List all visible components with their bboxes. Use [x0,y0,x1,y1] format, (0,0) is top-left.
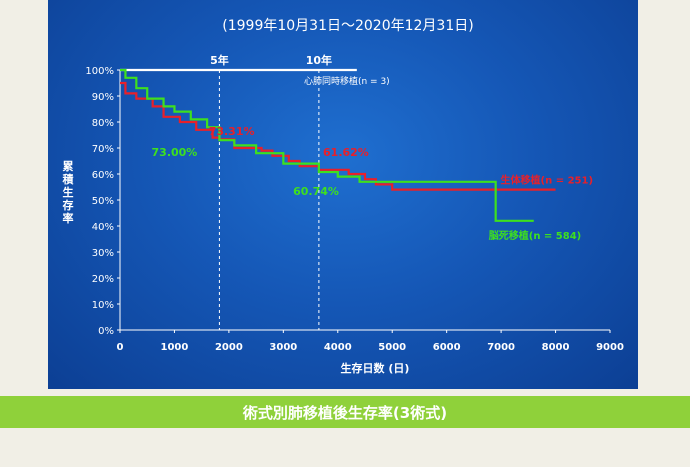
x-tick-label: 8000 [542,342,570,353]
caption-bar: 術式別肺移植後生存率(3術式) [0,396,690,428]
y-axis-label: 累積生存率 [62,160,75,225]
annotation-label: 73.00% [152,146,198,159]
y-tick-label: 40% [92,222,114,233]
bottom-strip [0,428,690,467]
reference-line-label: 5年 [210,53,229,67]
series-layer [120,68,556,222]
y-tick-label: 70% [92,144,114,155]
y-axis-label-char: 積 [62,172,75,186]
annotation-label: 60.74% [293,185,339,198]
reference-lines: 5年 10年 [210,53,332,330]
x-tick-label: 5000 [378,342,406,353]
y-tick-label: 60% [92,170,114,181]
survival-chart: (1999年10月31日～2020年12月31日) 累積生存率 生存日数 (日)… [62,18,624,375]
x-tick-label: 0 [117,342,124,353]
y-tick-label: 50% [92,196,114,207]
y-axis-label-char: 存 [63,198,74,212]
x-tick-label: 6000 [433,342,461,353]
x-axis-label: 生存日数 (日) [341,361,410,375]
annotation-label: 73.31% [209,125,255,138]
y-tick-label: 90% [92,92,114,103]
x-tick-label: 2000 [215,342,243,353]
y-axis-label-char: 累 [63,160,74,173]
x-tick-label: 3000 [269,342,297,353]
y-tick-label: 80% [92,118,114,129]
labels-layer: 心肺同時移植(n = 3) 生体移植(n = 251) 脳死移植(n = 584) 7… [152,75,594,242]
y-axis-label-char: 率 [63,211,74,225]
annotation-label: 61.62% [323,146,369,159]
y-axis-label-char: 生 [63,185,74,199]
caption-text: 術式別肺移植後生存率(3術式) [242,403,448,422]
y-tick-label: 30% [92,248,114,259]
y-tick-label: 20% [92,274,114,285]
x-tick-label: 9000 [596,342,624,353]
y-tick-label: 0% [98,326,114,337]
series-line [120,68,534,222]
reference-line-label: 10年 [306,53,332,67]
chart-title: (1999年10月31日～2020年12月31日) [222,18,473,34]
y-tick-label: 10% [92,300,114,311]
x-tick-label: 1000 [161,342,189,353]
series-label: 心肺同時移植(n = 3) [304,75,390,87]
x-tick-label: 4000 [324,342,352,353]
x-tick-label: 7000 [487,342,515,353]
y-tick-label: 100% [85,66,114,77]
chart-panel: (1999年10月31日～2020年12月31日) 累積生存率 生存日数 (日)… [48,0,638,389]
chart-axes: 0% 10% 20% 30% 40% 50% 60% 70% 80% 90% 100% 0 1000 20… [85,66,624,353]
series-label: 脳死移植(n = 584) [489,229,581,242]
series-label: 生体移植(n = 251) [501,174,593,187]
series-line [120,81,556,191]
